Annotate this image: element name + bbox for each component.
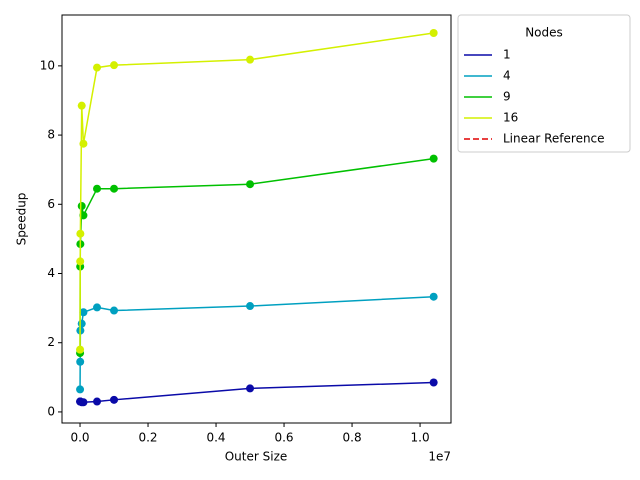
y-tick-label: 4 <box>47 266 55 280</box>
data-point <box>77 202 86 211</box>
legend-label: 16 <box>503 111 518 125</box>
data-point <box>76 229 85 238</box>
y-tick-label: 2 <box>47 335 55 349</box>
data-point <box>429 292 438 301</box>
y-tick-label: 6 <box>47 197 55 211</box>
legend-label: 4 <box>503 69 511 83</box>
legend-label: 1 <box>503 48 511 62</box>
data-point <box>79 139 88 148</box>
data-point <box>79 308 88 317</box>
data-point <box>246 302 255 311</box>
x-tick-label: 0.6 <box>274 431 293 445</box>
x-offset-label: 1e7 <box>428 450 451 464</box>
series-line <box>79 32 434 350</box>
data-point <box>110 395 119 404</box>
x-tick-label: 0.4 <box>206 431 225 445</box>
y-axis-label: Speedup <box>15 193 29 246</box>
data-point <box>79 398 88 407</box>
series-line <box>79 295 434 390</box>
data-point <box>93 184 102 193</box>
data-point <box>76 357 85 366</box>
series-line <box>80 381 434 403</box>
data-point <box>93 303 102 312</box>
data-point <box>246 180 255 189</box>
data-point <box>77 319 86 328</box>
data-point <box>76 385 85 394</box>
x-tick-label: 0.0 <box>70 431 89 445</box>
x-tick-label: 0.8 <box>343 431 362 445</box>
data-point <box>76 257 85 266</box>
data-point <box>76 345 85 354</box>
data-point <box>77 101 86 110</box>
legend-title: Nodes <box>525 26 563 40</box>
data-point <box>110 306 119 315</box>
data-point <box>246 384 255 393</box>
data-point <box>246 55 255 64</box>
y-tick-label: 0 <box>47 404 55 418</box>
data-point <box>429 154 438 163</box>
x-axis-label: Outer Size <box>225 450 288 464</box>
data-point <box>79 211 88 220</box>
y-tick-label: 10 <box>40 58 55 72</box>
data-point <box>429 378 438 387</box>
data-point <box>110 61 119 70</box>
data-point <box>429 28 438 37</box>
legend-box <box>457 14 631 153</box>
series-line <box>79 157 434 354</box>
legend-label: 9 <box>503 90 511 104</box>
y-tick-label: 8 <box>47 128 55 142</box>
legend-label: Linear Reference <box>503 132 605 146</box>
x-tick-label: 0.2 <box>138 431 157 445</box>
x-tick-label: 1.0 <box>411 431 430 445</box>
data-point <box>93 63 102 72</box>
data-point <box>110 184 119 193</box>
data-point <box>93 397 102 406</box>
plot-frame <box>61 14 452 424</box>
